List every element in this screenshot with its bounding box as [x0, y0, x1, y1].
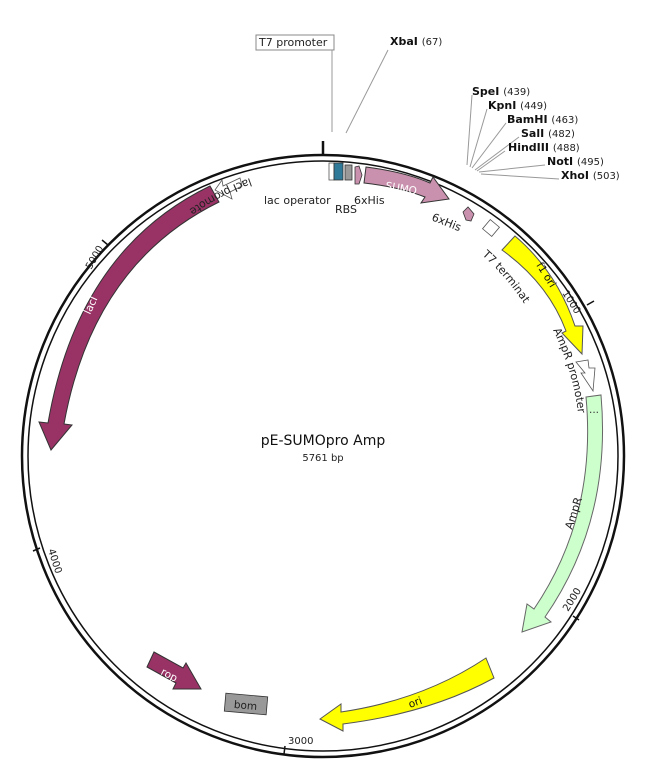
laci-promoter-label: lacI promoter [0, 0, 253, 218]
rop-feature-arrow [146, 651, 202, 690]
site-noti: NotI (495) [547, 155, 604, 168]
f1-ori-feature-arrow [501, 235, 584, 356]
tick-marks [32, 239, 595, 755]
mcs-leaders [466, 94, 560, 180]
sumo-label: SUMO [384, 180, 417, 197]
plasmid-size: 5761 bp [302, 453, 343, 464]
xbai-leader [345, 49, 389, 134]
ampr-dots: ... [589, 404, 599, 416]
ampr-promoter-feature [575, 359, 596, 393]
his-tag-label-2: 6xHis [430, 211, 463, 235]
bom-label: bom [233, 699, 257, 713]
lac-operator-feature [333, 162, 344, 181]
his-tag-label-1: 6xHis [354, 194, 385, 207]
t7-promoter-label: T7 promoter [258, 36, 328, 49]
tick-label-5000: 5000 [84, 244, 106, 272]
tick-label-3000: 3000 [288, 736, 313, 747]
bom-feature [223, 692, 269, 716]
site-xbai: XbaI (67) [390, 35, 442, 48]
site-kpni: KpnI (449) [488, 99, 547, 112]
site-spei: SpeI (439) [472, 85, 530, 98]
rbs-label: RBS [335, 203, 357, 216]
ampr-feature-arrow [521, 394, 604, 633]
t7-promoter-label-box [255, 34, 335, 51]
his-tag-feature-2 [462, 206, 475, 222]
site-xhoi: XhoI (503) [561, 169, 620, 182]
site-bamhi: BamHI (463) [507, 113, 578, 126]
t7-terminator-feature [481, 218, 501, 238]
ori-label: ori [407, 695, 424, 711]
lac-operator-label: lac operator [264, 194, 331, 207]
plasmid-name: pE-SUMOpro Amp [261, 433, 386, 449]
site-sali: SalI (482) [521, 127, 575, 140]
backbone-inner-ring [27, 160, 619, 752]
sumo-feature-arrow [363, 166, 450, 204]
ori-feature-arrow [319, 657, 495, 732]
rbs-feature [344, 164, 353, 181]
his-tag-feature-1 [354, 165, 363, 185]
t7-promoter-feature [328, 162, 335, 181]
laci-promoter-feature [214, 177, 243, 200]
laci-feature-arrow [38, 185, 220, 451]
site-hindiii: HindIII (488) [508, 141, 580, 154]
